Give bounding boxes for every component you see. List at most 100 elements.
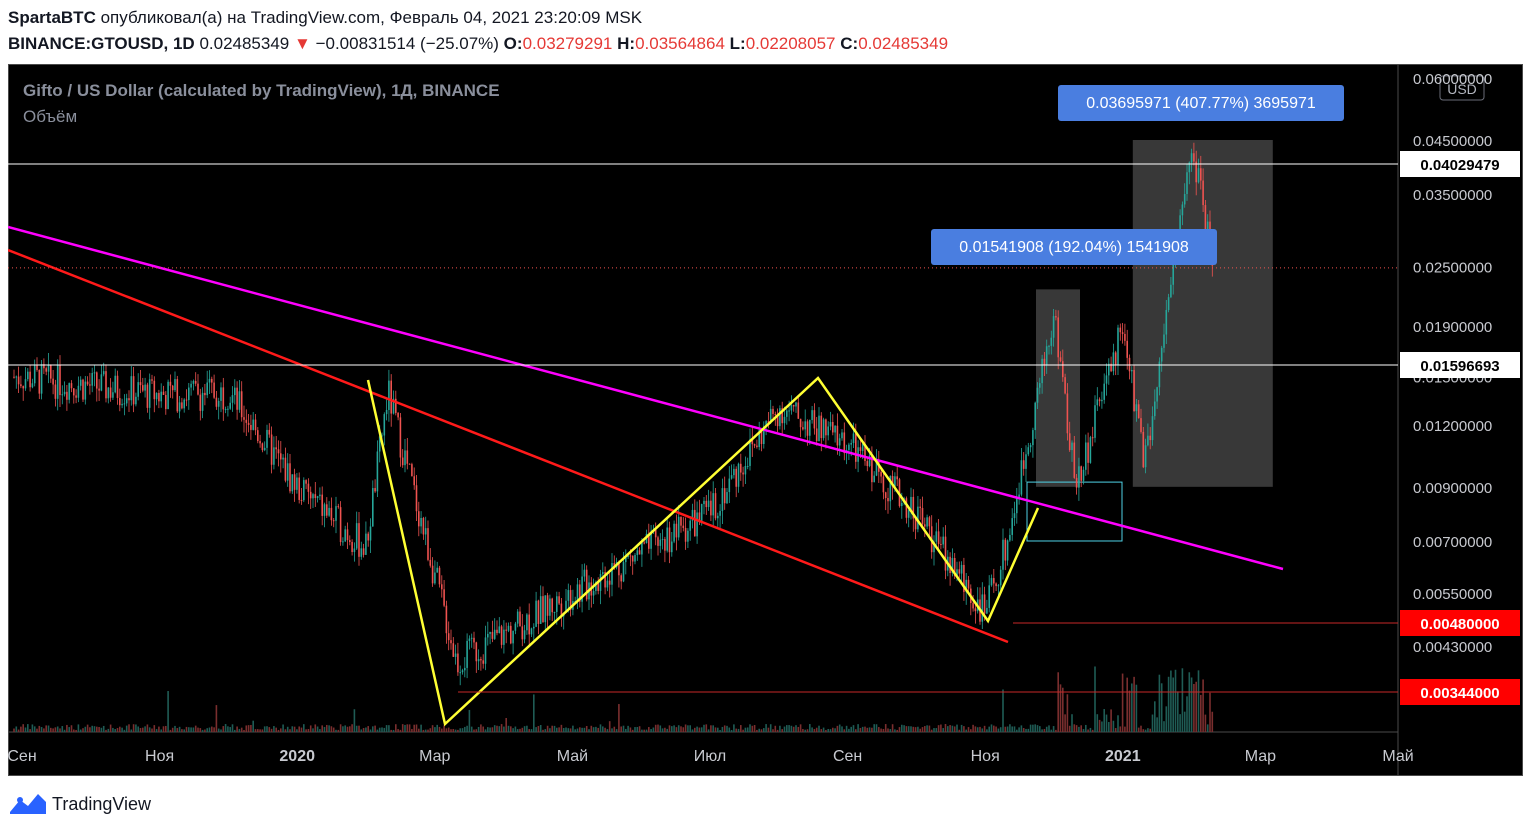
volume-bar <box>997 728 1000 732</box>
volume-bar <box>1002 689 1004 732</box>
volume-bar <box>1197 670 1200 732</box>
candle-body <box>855 433 857 462</box>
candle-body <box>551 598 553 613</box>
tradingview-logo-icon[interactable] <box>8 790 48 818</box>
candle-body <box>162 391 165 395</box>
candle-body <box>924 524 926 527</box>
volume-bar <box>353 709 356 732</box>
volume-bar <box>995 726 997 732</box>
price-tick-label: 0.06000000 <box>1413 71 1492 88</box>
price-tag-bg <box>1400 151 1520 177</box>
volume-bar <box>926 725 928 732</box>
candle-body <box>1160 347 1163 362</box>
candle-body <box>613 563 616 568</box>
volume-bar <box>146 724 149 732</box>
candle-body <box>227 408 229 410</box>
volume-bar <box>990 724 993 732</box>
volume-bar <box>1089 727 1092 732</box>
candle-body <box>135 396 137 405</box>
volume-bar <box>438 726 441 732</box>
candle-body <box>277 449 280 454</box>
volume-bar <box>560 724 563 732</box>
price-chart[interactable]: Gifto / US Dollar (calculated by Trading… <box>7 64 1523 776</box>
volume-bar <box>1041 729 1043 732</box>
price-axis[interactable]: 0.06000000 0.04500000 0.03500000 0.02500000… <box>1413 71 1492 656</box>
candle-body <box>1156 387 1158 402</box>
candle-body <box>79 379 82 386</box>
volume-bar <box>1172 677 1174 732</box>
currency-button[interactable]: USD <box>1439 75 1485 101</box>
volume-bar <box>1209 692 1211 732</box>
volume-bar <box>307 728 310 732</box>
chart-header: SpartaBTC опубликовал(а) на TradingView.… <box>8 6 1523 60</box>
volume-bar <box>482 726 484 732</box>
candle-body <box>171 385 174 391</box>
volume-bar <box>1108 722 1110 732</box>
candle-body <box>1068 433 1071 451</box>
volume-bar <box>857 724 859 732</box>
volume-bar <box>1117 715 1119 732</box>
volume-bar <box>723 725 726 732</box>
candle-body <box>505 629 507 631</box>
volume-bar <box>530 729 533 732</box>
volume-bar <box>618 704 620 732</box>
volume-bar <box>247 725 250 732</box>
volume-bar <box>1174 669 1177 732</box>
volume-bar <box>802 729 804 732</box>
volume-bar <box>636 726 639 732</box>
chart-container[interactable]: Gifto / US Dollar (calculated by Trading… <box>7 64 1523 776</box>
breakout-box <box>1026 481 1123 542</box>
footer-brand[interactable]: TradingView <box>52 794 152 814</box>
candle-body <box>234 387 236 396</box>
candle-body <box>339 507 342 542</box>
volume-bar <box>546 725 549 732</box>
volume-bar <box>332 727 335 732</box>
candle-body <box>38 369 41 394</box>
candle-body <box>719 510 721 516</box>
candle-body <box>926 517 928 527</box>
volume-bar <box>903 725 905 732</box>
volume-bar <box>102 725 105 732</box>
volume-bar <box>806 729 809 732</box>
volume-bar <box>1167 676 1170 732</box>
legend-volume: Объём <box>23 107 77 126</box>
volume-bar <box>211 726 213 732</box>
candle-body <box>537 600 540 624</box>
volume-bar <box>1140 725 1142 732</box>
candle-body <box>489 631 491 634</box>
volume-bar <box>1032 724 1034 732</box>
volume-bar <box>105 729 107 732</box>
candle-body <box>326 504 328 516</box>
candle-body <box>657 537 659 546</box>
candle-body <box>585 569 588 600</box>
volume-bar <box>300 727 303 732</box>
time-tick-label: Сен <box>8 748 37 765</box>
candle-body <box>689 520 691 531</box>
volume-bar <box>408 724 411 732</box>
candle-body <box>1066 393 1069 434</box>
time-tick-label: Мар <box>1245 748 1276 765</box>
volume-bar <box>786 725 788 732</box>
price-tag-label: 0.04029479 <box>1420 157 1499 174</box>
author-name[interactable]: SpartaBTC <box>8 8 96 27</box>
candle-body <box>907 510 910 518</box>
candle-body <box>132 376 135 405</box>
candle-body <box>183 399 185 409</box>
candle-body <box>942 536 944 545</box>
volume-bar <box>15 726 18 732</box>
volume-bar <box>91 725 93 732</box>
candle-body <box>438 567 441 585</box>
volume-bar <box>1190 677 1193 732</box>
volume-bar <box>592 727 595 732</box>
volume-bar <box>884 724 887 732</box>
candle-body <box>330 507 333 521</box>
chart-background <box>8 64 1523 776</box>
candle-body <box>84 381 87 400</box>
volume-bar <box>694 727 696 732</box>
candle-body <box>758 430 760 448</box>
candle-body <box>1075 477 1078 488</box>
time-axis[interactable]: Сен Ноя 2020 Мар Май Июл Сен Ноя 2021 Мар Май <box>7 748 1414 765</box>
candle-body <box>829 422 832 427</box>
candle-body <box>174 379 176 391</box>
candle-body <box>1158 361 1161 388</box>
